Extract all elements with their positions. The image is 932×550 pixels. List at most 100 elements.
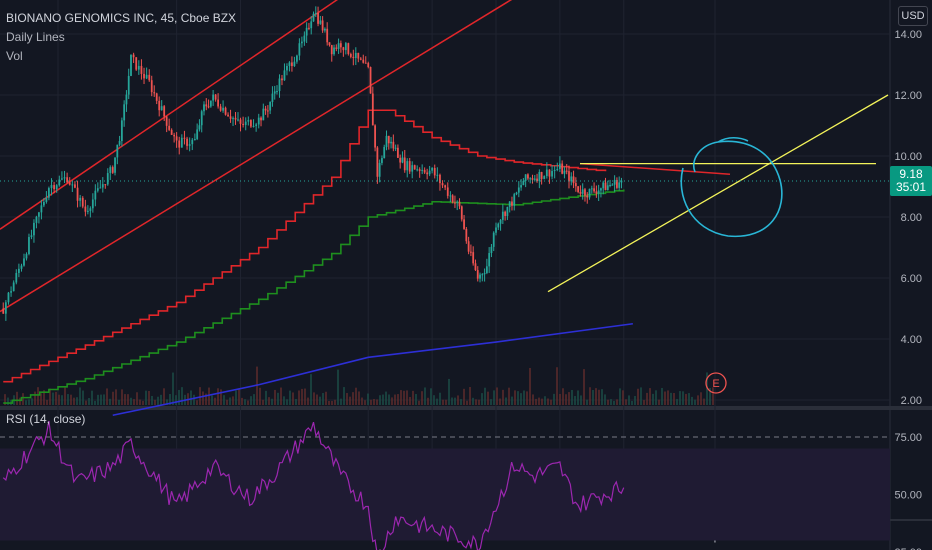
- candles: [2, 6, 623, 321]
- volume-bar: [433, 395, 435, 405]
- candle-body: [91, 199, 94, 209]
- candle-body: [597, 190, 600, 194]
- last-price: 9.18: [899, 167, 923, 181]
- volume-bar: [130, 397, 132, 405]
- candle-body: [47, 188, 50, 198]
- candle-body: [485, 266, 488, 273]
- candle-body: [556, 168, 559, 170]
- candle-body: [79, 197, 82, 201]
- candle-body: [357, 52, 360, 59]
- volume-bar: [367, 393, 369, 405]
- candle-body: [10, 291, 12, 293]
- rsi-tick-label: 25.00: [894, 547, 922, 550]
- candle-body: [378, 162, 381, 177]
- volume-bar: [220, 389, 222, 405]
- volume-bar: [361, 397, 363, 405]
- volume-bar: [508, 387, 510, 405]
- candle-body: [531, 178, 534, 180]
- volume-bar: [601, 389, 603, 405]
- candle-body: [25, 253, 28, 259]
- volume-bar: [334, 399, 336, 405]
- volume-bar: [457, 395, 459, 405]
- candle-body: [212, 94, 215, 101]
- volume-bar: [322, 393, 324, 405]
- volume-bar: [181, 387, 183, 405]
- volume-bar: [421, 391, 423, 405]
- candle-body: [602, 182, 605, 189]
- candle-body: [616, 179, 618, 188]
- candle-body: [58, 179, 61, 186]
- candle-body: [160, 106, 163, 111]
- volume-bar: [532, 394, 534, 405]
- candle-body: [579, 192, 582, 194]
- volume-bar: [493, 390, 495, 405]
- indicator-volume[interactable]: Vol: [6, 49, 23, 63]
- price-tick-label: 2.00: [901, 395, 922, 407]
- volume-bar: [583, 369, 585, 405]
- volume-bar: [196, 400, 198, 405]
- volume-bar: [673, 393, 675, 405]
- volume-bar: [34, 391, 36, 405]
- candle-body: [143, 73, 145, 79]
- volume-bar: [445, 399, 447, 405]
- candle-body: [153, 92, 156, 94]
- candle-body: [186, 138, 188, 146]
- candle-body: [492, 232, 495, 247]
- candle-body: [74, 184, 76, 188]
- candle-body: [137, 65, 140, 70]
- volume-bar: [103, 394, 105, 405]
- indicator-daily-lines[interactable]: Daily Lines: [6, 30, 65, 44]
- volume-bar: [172, 372, 174, 405]
- volume-bar: [604, 394, 606, 405]
- candle-body: [456, 201, 459, 203]
- volume-bar: [478, 399, 480, 405]
- volume-bar: [151, 395, 153, 405]
- candle-body: [310, 21, 313, 29]
- candle-body: [4, 302, 7, 314]
- volume-bar: [328, 400, 330, 405]
- volume-bar: [598, 389, 600, 405]
- candle-body: [242, 123, 245, 125]
- candle-body: [326, 28, 329, 43]
- volume-bar: [169, 394, 171, 405]
- volume-bar: [490, 399, 492, 405]
- volume-bar: [565, 394, 567, 405]
- channel-upper-line: [0, 0, 339, 230]
- volume-bar: [562, 388, 564, 405]
- volume-bar: [538, 397, 540, 405]
- volume-bar: [577, 390, 579, 405]
- volume-bar: [451, 397, 453, 405]
- volume-bar: [709, 387, 711, 405]
- volume-bar: [310, 374, 312, 405]
- candle-body: [444, 185, 447, 188]
- volume-bar: [475, 399, 477, 405]
- candle-body: [474, 263, 477, 271]
- volume-bar: [343, 387, 345, 405]
- rsi-tick-label: 50.00: [894, 490, 922, 502]
- candle-body: [449, 195, 452, 197]
- volume-bar: [517, 391, 519, 405]
- candle-body: [180, 137, 183, 148]
- volume-bar: [40, 393, 42, 405]
- candle-body: [116, 144, 119, 158]
- volume-bar: [91, 390, 93, 405]
- candle-body: [191, 139, 194, 145]
- volume-bar: [115, 389, 117, 405]
- volume-bar: [544, 396, 546, 405]
- candle-body: [499, 219, 502, 224]
- candle-body: [328, 42, 331, 46]
- yellow-trendline: [547, 94, 889, 293]
- rsi-label[interactable]: RSI (14, close): [6, 412, 86, 426]
- volume-bar: [163, 388, 165, 405]
- volume-bar: [64, 387, 66, 405]
- volume-bar: [469, 387, 471, 405]
- candle-body: [66, 177, 69, 183]
- candle-body: [335, 47, 338, 49]
- volume-bar: [541, 398, 543, 405]
- volume-bar: [94, 400, 96, 405]
- currency-button[interactable]: USD: [898, 6, 928, 26]
- volume-bar: [124, 394, 126, 405]
- candle-body: [321, 20, 324, 31]
- candle-body: [314, 13, 317, 15]
